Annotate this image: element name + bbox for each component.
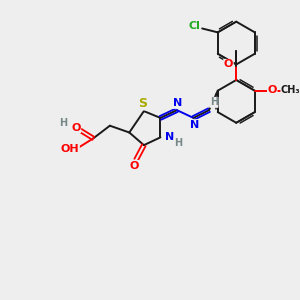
Text: H: H bbox=[210, 98, 218, 107]
Text: O: O bbox=[71, 123, 80, 133]
Text: O: O bbox=[130, 160, 139, 171]
Text: H: H bbox=[59, 118, 67, 128]
Text: O: O bbox=[224, 59, 233, 69]
Text: S: S bbox=[138, 97, 147, 110]
Text: N: N bbox=[173, 98, 182, 108]
Text: OH: OH bbox=[61, 144, 79, 154]
Text: H: H bbox=[174, 138, 182, 148]
Text: O: O bbox=[268, 85, 277, 95]
Text: CH₃: CH₃ bbox=[281, 85, 300, 95]
Text: N: N bbox=[164, 132, 174, 142]
Text: Cl: Cl bbox=[188, 21, 200, 31]
Text: N: N bbox=[190, 120, 199, 130]
